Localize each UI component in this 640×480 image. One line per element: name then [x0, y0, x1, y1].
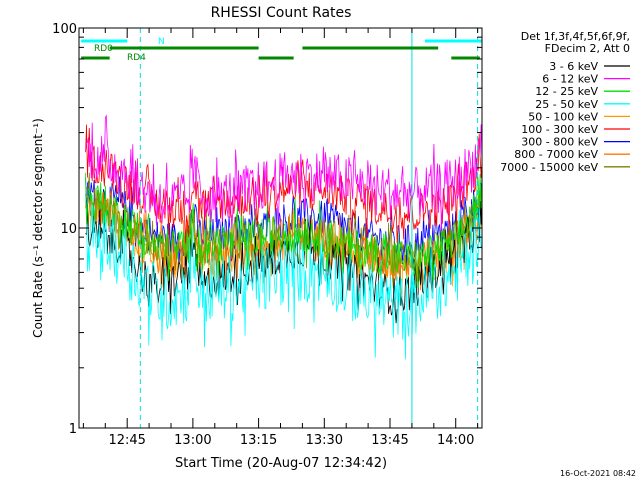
- series-line-100-300-kev: [85, 124, 483, 244]
- legend: Det 1f,3f,4f,5f,6f,9f, FDecim 2, Att 0 3…: [500, 30, 630, 174]
- legend-header-line1: Det 1f,3f,4f,5f,6f,9f,: [521, 30, 630, 43]
- series-line-800-7000-kev: [85, 189, 483, 291]
- y-tick-label: 10: [60, 222, 77, 237]
- x-tick-label: 13:45: [371, 433, 408, 448]
- series-line-12-25-kev: [85, 171, 483, 289]
- legend-label: 800 - 7000 keV: [514, 148, 598, 161]
- legend-label: 12 - 25 keV: [535, 85, 598, 98]
- y-tick-label: 100: [52, 22, 77, 37]
- series-line-6-12-kev: [85, 114, 483, 231]
- annotation-rd0: RD0: [94, 44, 113, 54]
- legend-label: 300 - 800 keV: [521, 136, 598, 149]
- legend-label: 100 - 300 keV: [521, 123, 598, 136]
- x-axis-label: Start Time (20-Aug-07 12:34:42): [175, 456, 387, 471]
- annotation-rd4: RD4: [127, 53, 146, 63]
- legend-label: 50 - 100 keV: [528, 110, 598, 123]
- footer-timestamp: 16-Oct-2021 08:42: [560, 469, 636, 478]
- x-tick-label: 13:30: [306, 433, 343, 448]
- chart-title: RHESSI Count Rates: [211, 5, 352, 21]
- x-tick-label: 13:00: [174, 433, 211, 448]
- x-tick-label: 13:15: [240, 433, 277, 448]
- x-tick-label: 14:00: [437, 433, 474, 448]
- series-line-25-50-kev: [85, 193, 483, 360]
- legend-label: 6 - 12 keV: [542, 73, 598, 86]
- y-tick-label: 1: [69, 422, 77, 437]
- annotation-n: N: [158, 37, 165, 47]
- legend-header-line2: FDecim 2, Att 0: [545, 42, 630, 55]
- legend-label: 7000 - 15000 keV: [500, 161, 598, 174]
- legend-label: 3 - 6 keV: [549, 60, 598, 73]
- x-tick-label: 12:45: [108, 433, 145, 448]
- axes: 12:45 13:00 13:15 13:30 13:45 14:00 1 10 100: [52, 22, 483, 448]
- y-axis-label: Count Rate (s⁻¹ detector segment⁻¹): [31, 118, 45, 338]
- plot-area: N RD0 RD4: [78, 28, 483, 428]
- legend-label: 25 - 50 keV: [535, 98, 598, 111]
